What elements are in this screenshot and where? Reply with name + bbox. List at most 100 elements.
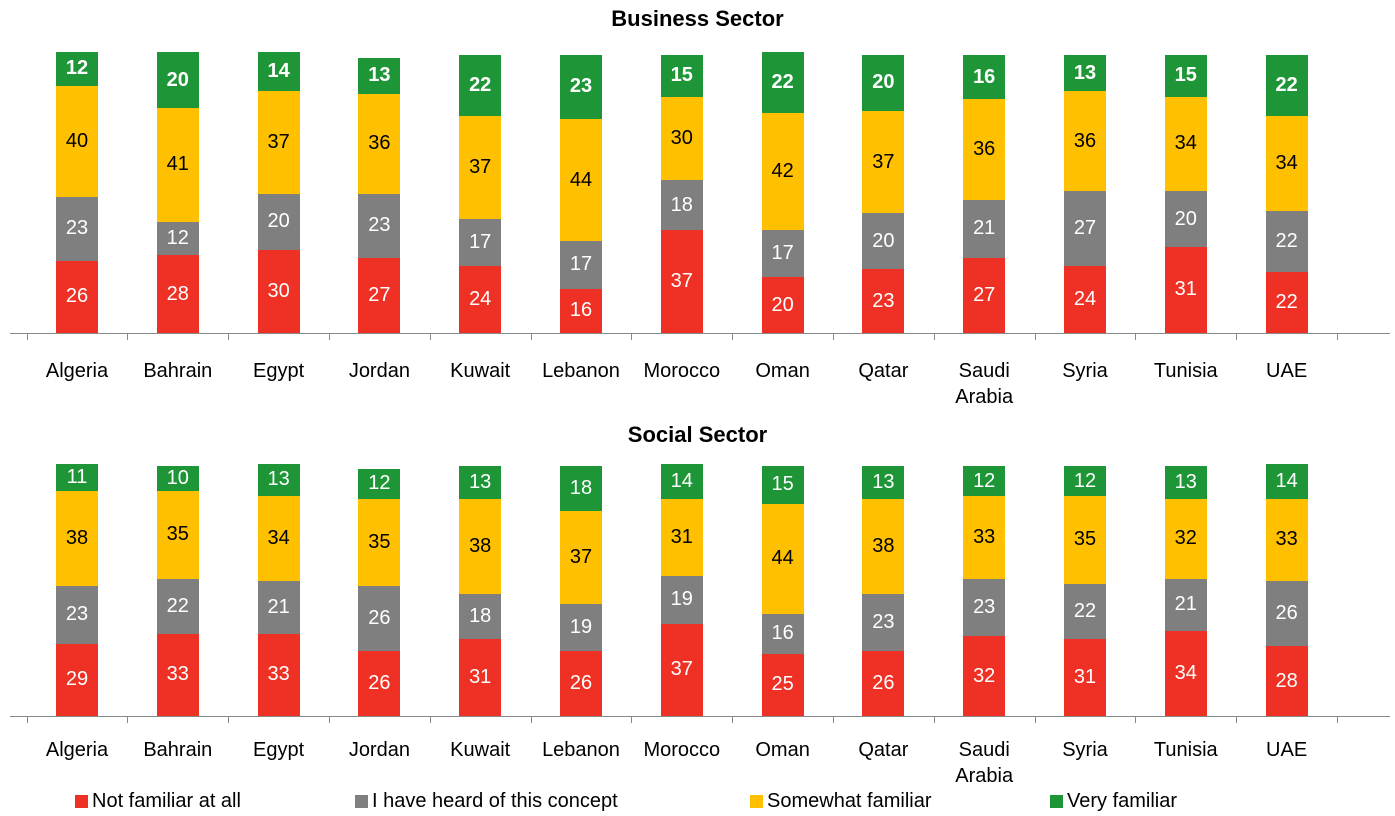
bar-segment: 23 [56,586,98,644]
bar-segment: 22 [1064,583,1106,639]
bar-segment: 34 [257,496,300,581]
value-label: 23 [368,214,391,237]
bar-segment: 13 [358,57,401,94]
bar-segment: 42 [761,113,804,231]
bar-segment: 23 [963,578,1006,636]
x-tick [631,333,633,340]
bar-segment: 12 [358,468,401,499]
value-label: 29 [65,668,89,691]
x-tick-label: Syria [1062,739,1108,761]
bar-segment: 13 [862,466,905,499]
x-tick [732,716,734,723]
x-tick-label: Egypt [253,739,305,761]
value-label: 16 [973,65,996,88]
bar-segment: 17 [761,230,804,278]
bar-segment: 20 [1164,191,1207,247]
bar-segment: 20 [862,55,905,111]
bar-segment: 20 [156,52,199,108]
value-label: 26 [368,672,391,694]
bar-segment: 20 [257,194,300,250]
legend-item: Somewhat familiar [750,790,932,813]
bar-segment: 44 [761,503,804,614]
bar-segment: 26 [358,651,401,716]
x-tick [631,716,633,723]
value-label: 21 [973,217,996,240]
bar-segment: 15 [1164,55,1207,97]
bar-segment: 15 [761,466,804,504]
x-tick [429,333,431,340]
value-label: 25 [771,673,794,696]
x-tick-label: Egypt [253,360,305,382]
bar-segment: 26 [560,651,602,716]
x-tick-label: Lebanon [542,739,620,761]
bar-segment: 27 [358,257,401,333]
value-label: 37 [872,150,895,173]
legend-label: Not familiar at all [92,790,241,812]
bar-segment: 22 [761,52,804,114]
legend-swatch [75,795,88,808]
value-label: 40 [65,129,89,152]
value-label: 36 [368,132,391,155]
value-label: 34 [1174,662,1197,684]
bar-segment: 26 [1265,581,1308,646]
bar-segment: 23 [358,194,401,258]
x-tick-label: Morocco [643,739,721,761]
bar-segment: 36 [358,93,401,194]
x-tick [833,716,834,723]
legend-label: Very familiar [1067,790,1178,812]
x-tick [530,716,532,723]
x-tick [1135,333,1137,340]
x-tick-label: Oman [755,360,810,382]
bar-segment: 18 [459,593,502,639]
value-label: 44 [771,547,794,569]
value-label: 42 [771,160,794,183]
bar-segment: 22 [459,55,502,117]
x-tick-label: Morocco [643,360,721,382]
value-label: 14 [670,469,693,492]
bar-segment: 24 [1064,266,1106,333]
value-label: 22 [166,594,189,617]
value-label: 35 [1073,528,1097,551]
value-label: 11 [66,465,88,488]
value-label: 13 [469,470,492,493]
value-label: 28 [1275,669,1298,692]
value-label: 38 [65,527,89,549]
value-label: 34 [1174,132,1197,155]
bar-segment: 14 [1265,463,1308,499]
value-label: 26 [1275,602,1298,624]
x-tick-label: Lebanon [542,360,620,382]
bar-segment: 17 [459,219,502,267]
legend-label: I have heard of this concept [372,790,618,812]
value-label: 10 [166,467,189,489]
x-tick-label: Saudi Arabia [955,360,1014,408]
bar-segment: 30 [257,249,300,333]
value-label: 13 [872,470,895,493]
bar-segment: 31 [1064,638,1106,716]
value-label: 23 [65,217,89,240]
x-tick-label: Saudi Arabia [955,739,1014,787]
bar-segment: 26 [358,586,401,651]
bar-segment: 12 [1064,466,1106,496]
value-label: 33 [973,525,996,548]
bar-segment: 29 [56,643,98,716]
value-label: 32 [1174,527,1197,549]
value-label: 44 [569,168,593,191]
value-label: 27 [368,283,391,306]
x-tick-label: Tunisia [1153,360,1218,382]
value-label: 26 [65,285,89,308]
bar-segment: 25 [761,653,804,716]
bar-segment: 34 [1265,116,1308,211]
value-label: 30 [267,279,290,302]
value-label: 26 [368,607,391,629]
value-label: 15 [1174,64,1197,87]
bar-segment: 36 [1064,91,1106,192]
bar-segment: 10 [156,466,199,491]
x-tick [1034,333,1036,340]
value-label: 20 [1174,207,1197,230]
bar-segment: 37 [660,230,703,333]
bar-segment: 23 [862,593,905,651]
value-label: 13 [1073,61,1097,84]
value-label: 19 [670,588,693,611]
value-label: 22 [1073,599,1097,622]
value-label: 24 [1073,288,1097,311]
